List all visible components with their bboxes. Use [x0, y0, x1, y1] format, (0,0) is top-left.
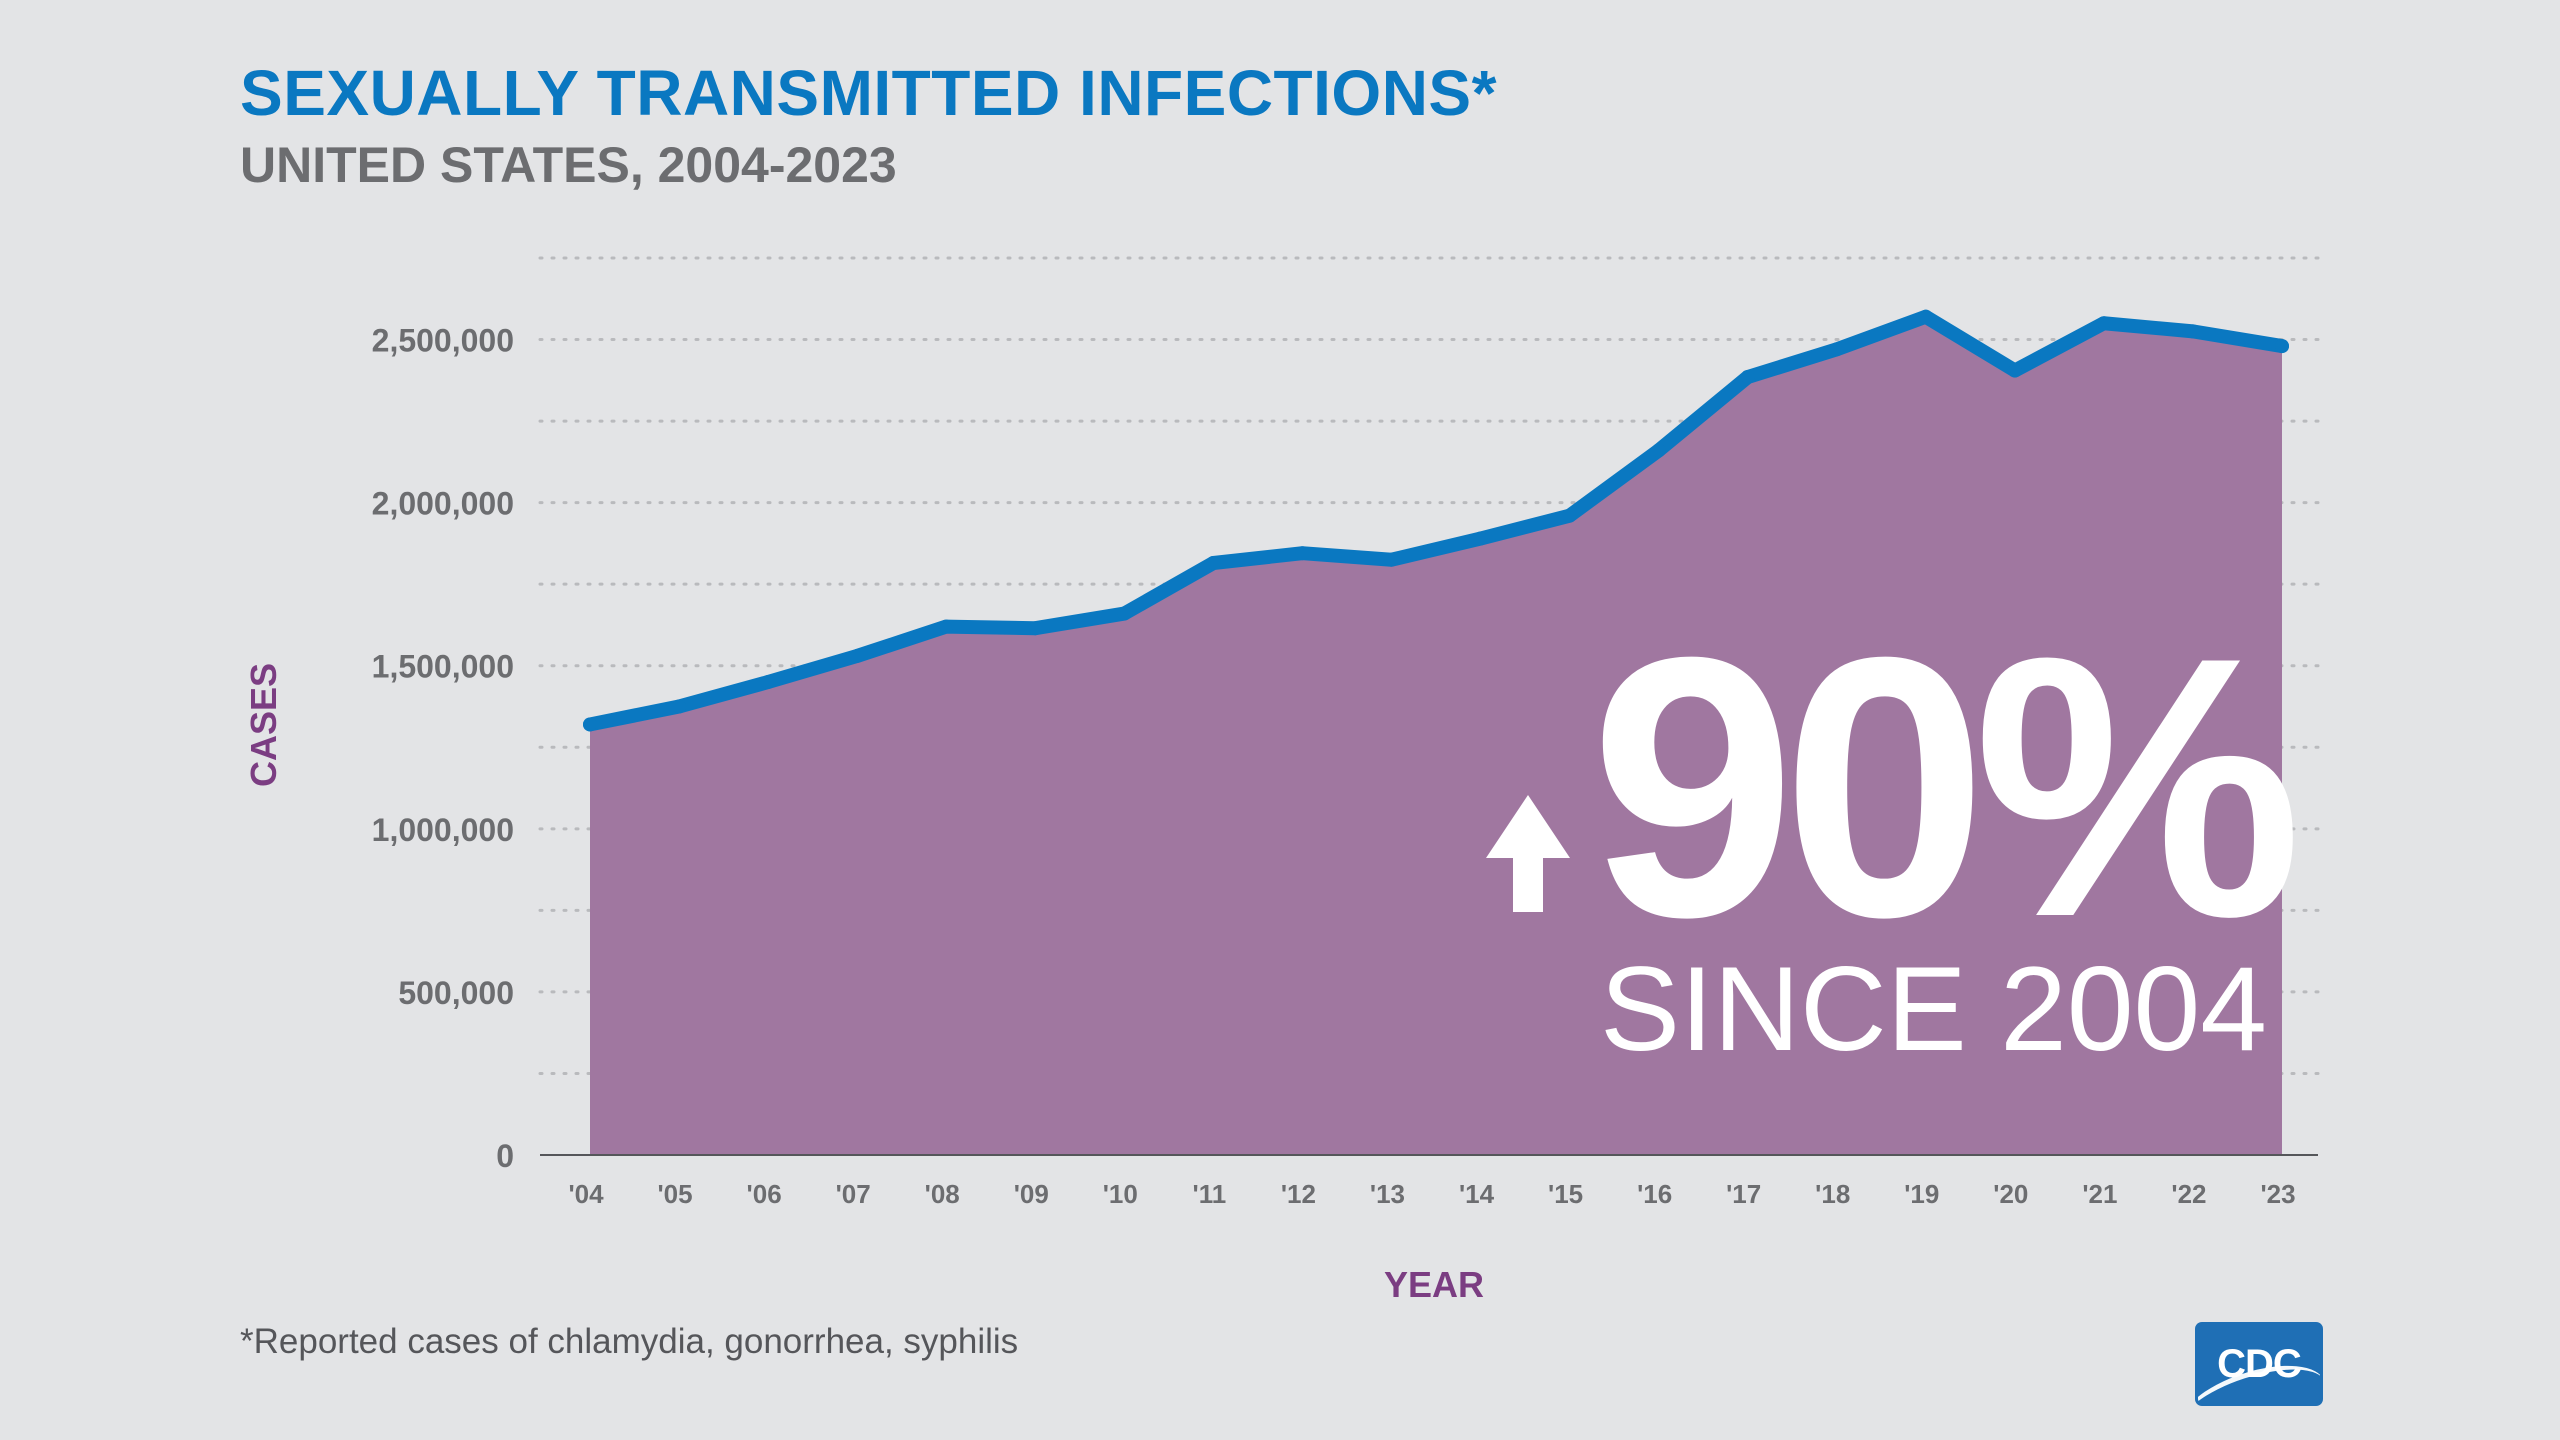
arrow-up-icon — [1486, 795, 1570, 912]
x-tick-label: '09 — [1014, 1179, 1049, 1209]
y-tick-label: 500,000 — [398, 975, 514, 1011]
data-point-19 — [1918, 309, 1933, 324]
x-tick-label: '19 — [1904, 1179, 1939, 1209]
x-tick-label: '04 — [568, 1179, 604, 1209]
x-tick-label: '15 — [1548, 1179, 1583, 1209]
x-tick-label: '05 — [657, 1179, 692, 1209]
data-point-04 — [583, 717, 597, 732]
x-tick-label: '16 — [1637, 1179, 1672, 1209]
data-point-07 — [850, 648, 865, 663]
x-tick-label: '06 — [747, 1179, 782, 1209]
callout-value: 90% — [1590, 581, 2297, 994]
x-tick-label: '13 — [1370, 1179, 1405, 1209]
cdc-logo-text: CDC — [2217, 1341, 2302, 1386]
data-point-11 — [1206, 555, 1221, 570]
x-tick-label: '07 — [836, 1179, 871, 1209]
data-point-21 — [2096, 316, 2111, 331]
data-point-20 — [2007, 363, 2022, 378]
data-point-17 — [1740, 370, 1755, 385]
series-line — [583, 309, 2289, 732]
data-point-05 — [672, 699, 687, 714]
data-point-15 — [1562, 508, 1577, 523]
x-tick-label: '18 — [1815, 1179, 1850, 1209]
chart-subtitle: UNITED STATES, 2004-2023 — [240, 137, 897, 193]
data-point-13 — [1384, 552, 1399, 567]
x-tick-label: '20 — [1993, 1179, 2028, 1209]
data-point-18 — [1829, 342, 1844, 357]
callout: 90% SINCE 2004 — [1486, 581, 2311, 1076]
data-point-14 — [1473, 531, 1488, 546]
y-tick-label: 0 — [496, 1138, 514, 1174]
callout-caption: SINCE 2004 — [1600, 942, 2267, 1076]
data-point-09 — [1028, 621, 1043, 636]
y-tick-labels: 0 500,000 1,000,000 1,500,000 2,000,000 2,500… — [372, 323, 514, 1174]
y-tick-label: 2,500,000 — [372, 323, 514, 359]
data-point-23 — [2275, 339, 2289, 354]
data-point-12 — [1295, 546, 1310, 561]
y-tick-label: 2,000,000 — [372, 486, 514, 522]
x-tick-label: '17 — [1726, 1179, 1761, 1209]
x-tick-label: '08 — [925, 1179, 960, 1209]
data-points — [583, 309, 2289, 732]
footnote: *Reported cases of chlamydia, gonorrhea,… — [240, 1322, 1019, 1361]
chart-title: SEXUALLY TRANSMITTED INFECTIONS* — [240, 57, 1497, 129]
y-axis-label: CASES — [243, 663, 284, 787]
area-fill — [590, 316, 2282, 1155]
data-point-06 — [761, 675, 776, 690]
x-tick-label: '21 — [2082, 1179, 2117, 1209]
x-tick-label: '23 — [2260, 1179, 2295, 1209]
data-point-08 — [939, 619, 954, 634]
x-tick-label: '11 — [1193, 1179, 1227, 1209]
data-point-16 — [1651, 443, 1666, 458]
x-tick-label: '22 — [2171, 1179, 2206, 1209]
y-tick-label: 1,500,000 — [372, 649, 514, 685]
x-tick-labels: '04 '05 '06 '07 '08 '09 '10 '11 '12 '13 '14 '15 '16 '… — [568, 1179, 2295, 1209]
data-point-10 — [1117, 606, 1132, 621]
x-tick-label: '10 — [1103, 1179, 1138, 1209]
cdc-logo: CDC — [2198, 1325, 2320, 1403]
x-axis-label: YEAR — [1384, 1264, 1484, 1305]
data-point-22 — [2185, 324, 2200, 339]
x-tick-label: '14 — [1459, 1179, 1495, 1209]
y-tick-label: 1,000,000 — [372, 812, 514, 848]
x-tick-label: '12 — [1281, 1179, 1316, 1209]
